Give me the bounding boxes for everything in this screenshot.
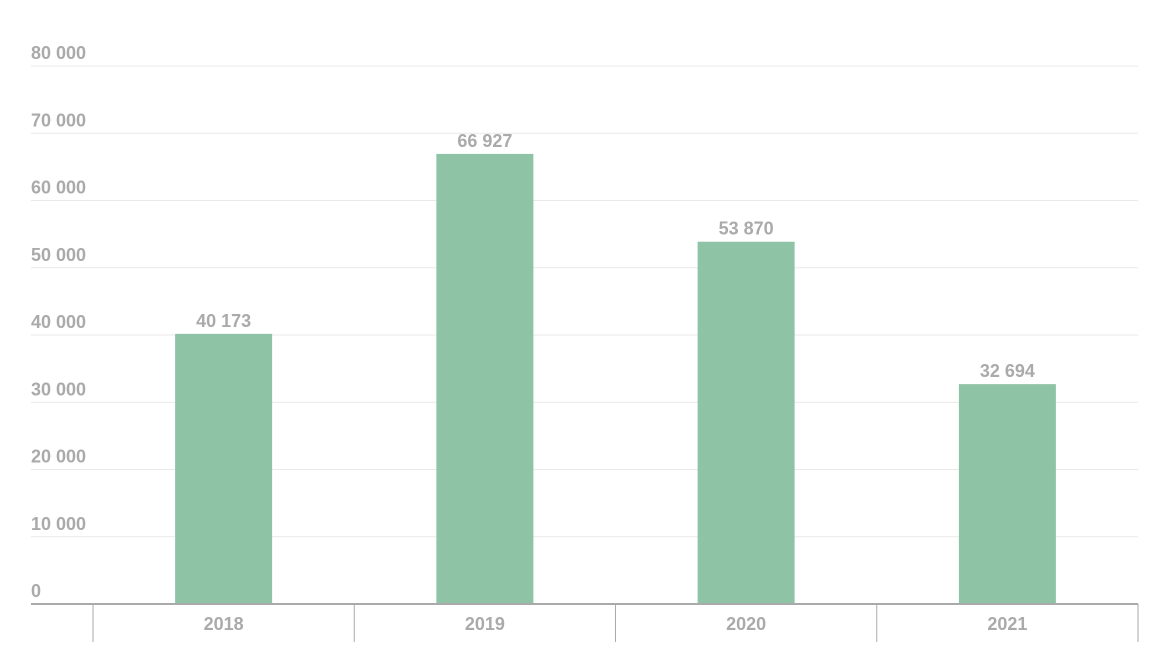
y-tick-label: 50 000 [31, 245, 86, 265]
data-label: 40 173 [196, 311, 251, 331]
y-axis-tick-labels: 0 10 000 20 000 30 000 40 000 50 000 60 000 70 … [31, 43, 86, 601]
x-axis [31, 603, 1139, 642]
bar-2018 [175, 333, 273, 604]
x-tick-label: 2019 [465, 614, 505, 634]
bar-2021 [958, 384, 1056, 604]
x-tick-label: 2018 [204, 614, 244, 634]
y-tick-label: 80 000 [31, 43, 86, 63]
bar-2020 [697, 241, 795, 604]
data-label: 66 927 [457, 131, 512, 151]
data-label: 32 694 [980, 361, 1035, 381]
bars [175, 153, 1056, 604]
x-tick-label: 2020 [726, 614, 766, 634]
y-tick-label: 0 [31, 581, 41, 601]
bar-2019 [436, 153, 534, 604]
y-tick-label: 40 000 [31, 312, 86, 332]
data-labels: 40 173 66 927 53 870 32 694 [196, 131, 1035, 381]
x-axis-tick-labels: 2018 2019 2020 2021 [204, 614, 1028, 634]
y-tick-label: 10 000 [31, 514, 86, 534]
y-tick-label: 20 000 [31, 447, 86, 467]
y-tick-label: 60 000 [31, 178, 86, 198]
y-tick-label: 30 000 [31, 379, 86, 399]
y-tick-label: 70 000 [31, 110, 86, 130]
data-label: 53 870 [719, 219, 774, 239]
x-tick-label: 2021 [987, 614, 1027, 634]
